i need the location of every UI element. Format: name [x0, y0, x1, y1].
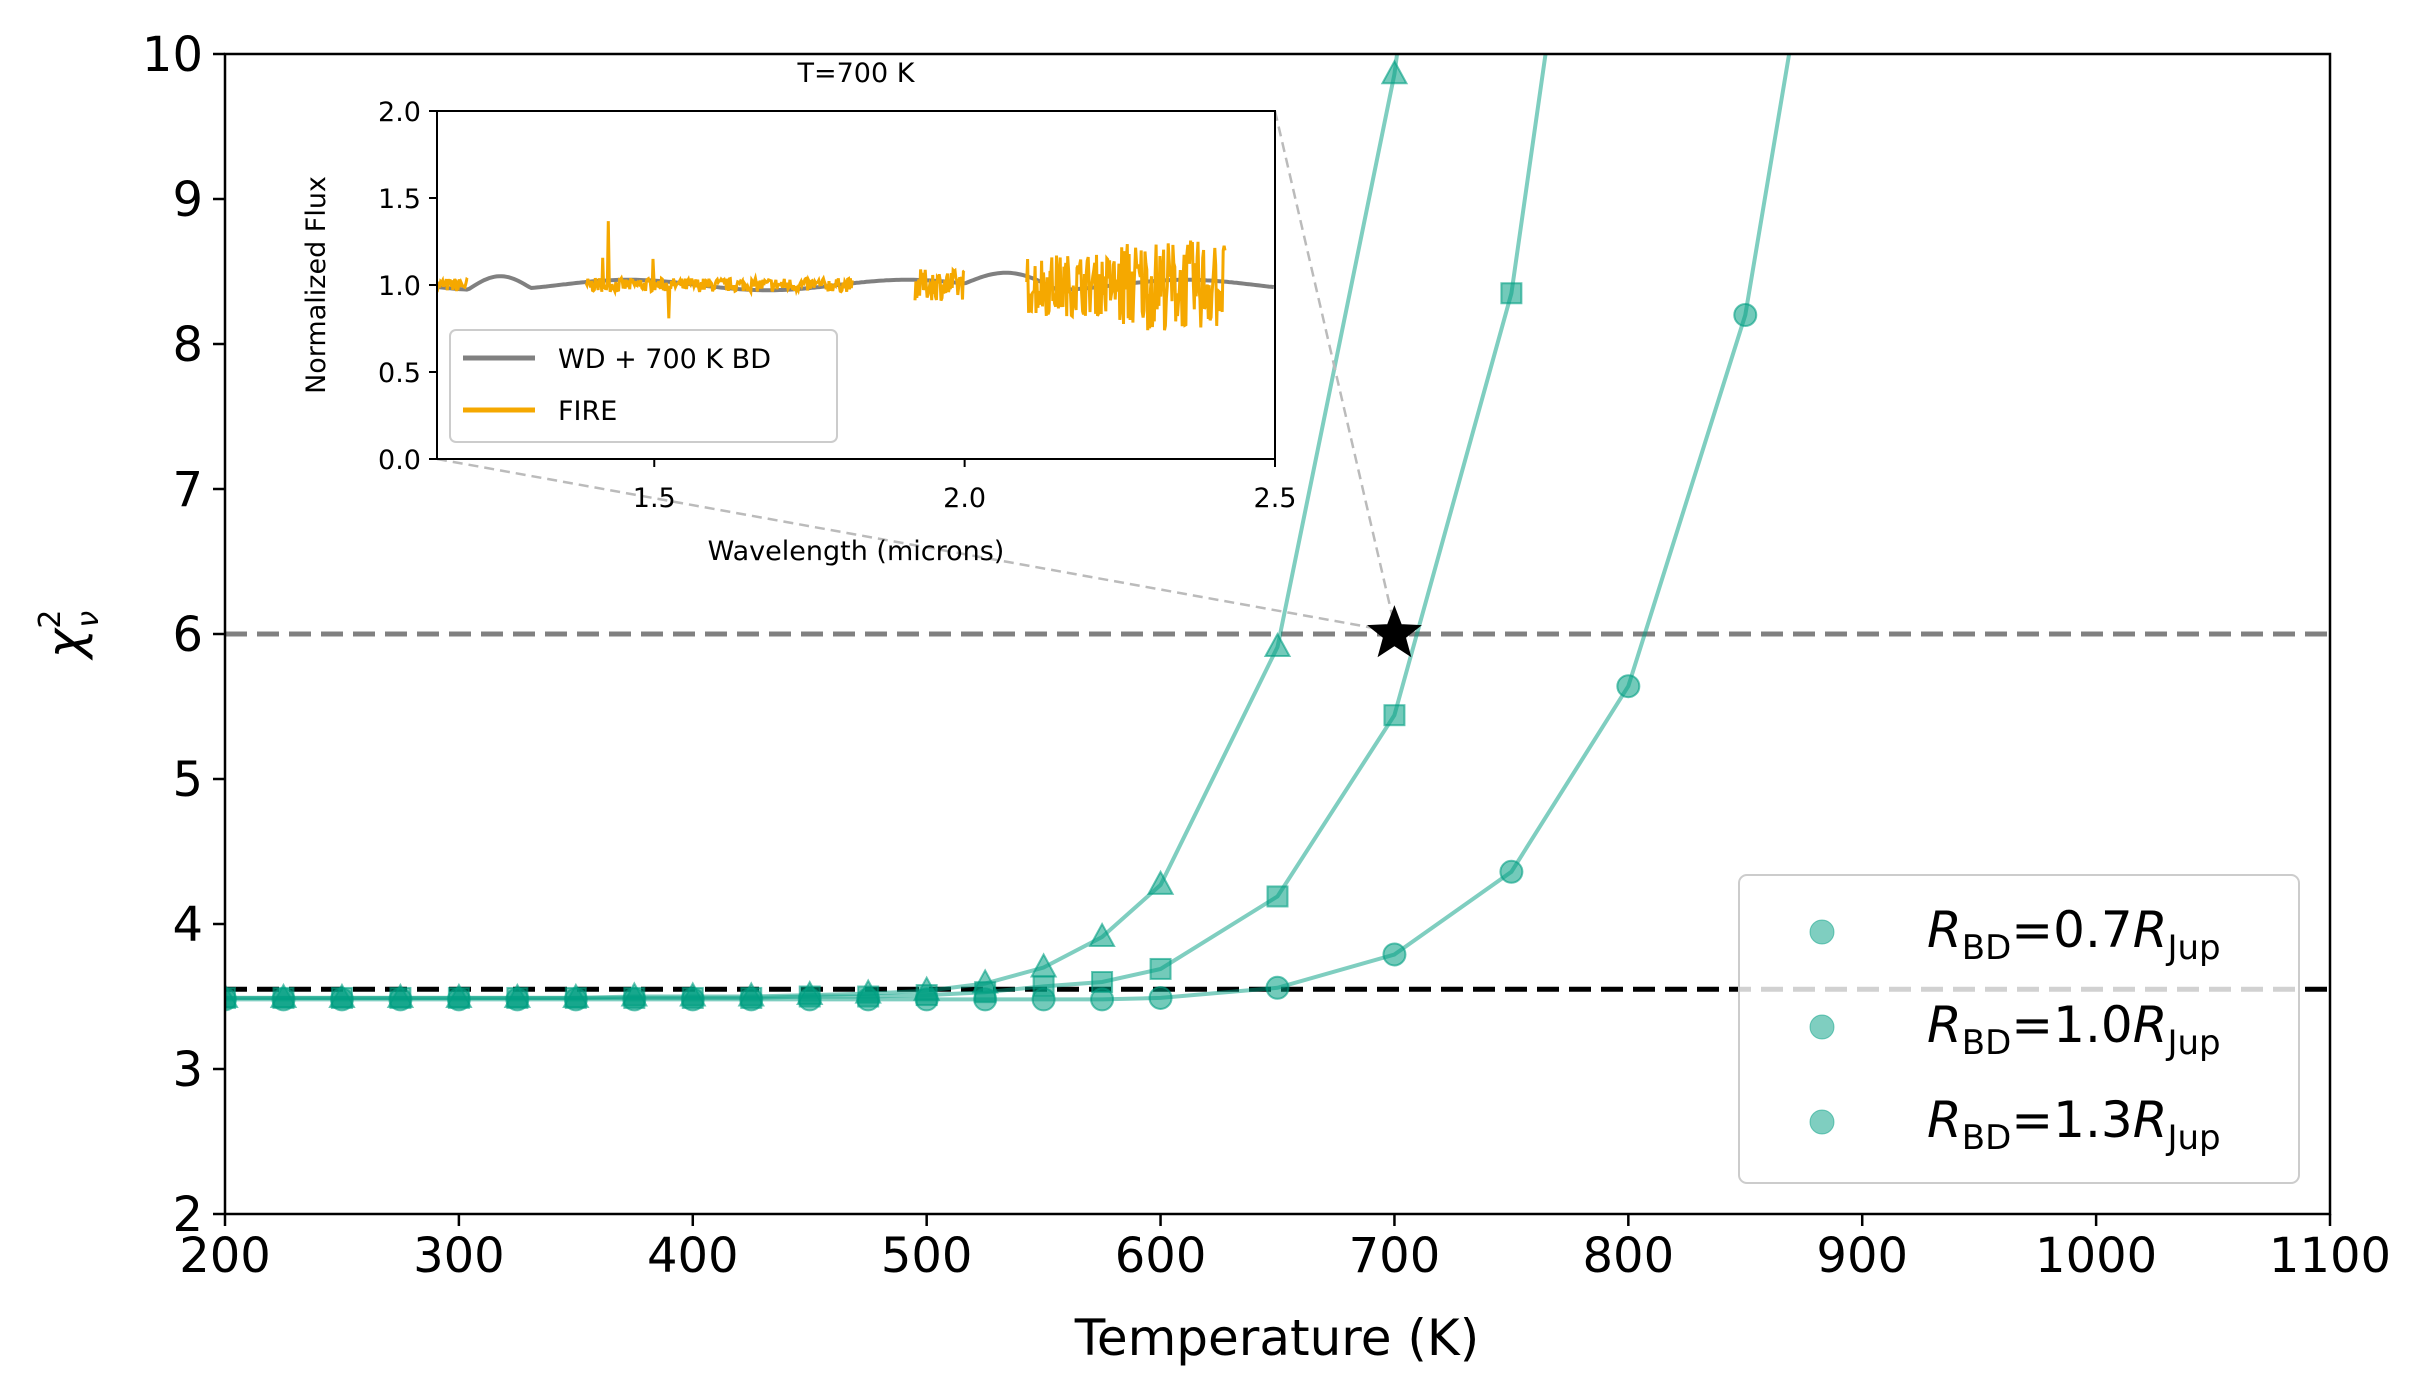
legend-marker-1.0	[1809, 1014, 1835, 1040]
legend-item-1.3: RBD=1.3RJup	[1809, 1091, 2221, 1158]
data-point	[1616, 674, 1641, 699]
main-plot-area: 200 300 400 500 600 700 800 900 1000 1100 2 3 4 5 6 7 8 9…	[33, 27, 2391, 1367]
x-tick-label: 1000	[2035, 1228, 2157, 1284]
data-point	[680, 987, 705, 1012]
inset-y-tick-label: 0.0	[378, 445, 421, 476]
x-tick-label: 700	[1349, 1228, 1441, 1284]
data-point	[225, 987, 237, 1012]
x-tick-label: 500	[881, 1228, 973, 1284]
inset-y-axis-label: Normalized Flux	[301, 176, 332, 394]
inset-y-tick-label: 1.0	[378, 271, 421, 302]
data-point	[622, 987, 647, 1012]
inset-fire-spectrum-segment-0	[437, 275, 469, 293]
inset-spectra	[437, 221, 1275, 331]
data-point	[563, 987, 588, 1012]
inset-x-tick-label: 2.5	[1254, 483, 1297, 514]
data-point	[271, 987, 296, 1012]
data-point	[388, 987, 413, 1012]
x-tick-label: 400	[647, 1228, 739, 1284]
y-tick-label: 8	[172, 317, 203, 373]
x-tick-label: 900	[1816, 1228, 1908, 1284]
inset-fire-spectrum-segment-2	[913, 266, 966, 302]
data-point	[1499, 859, 1524, 884]
y-tick-label: 3	[172, 1042, 203, 1098]
data-point	[1149, 957, 1172, 980]
inset-x-axis-label: Wavelength (microns)	[708, 536, 1005, 567]
x-tick-label: 1100	[2269, 1228, 2391, 1284]
y-tick-label: 10	[142, 27, 203, 83]
data-point	[739, 987, 764, 1012]
legend: RBD=0.7RJup RBD=1.0RJup RBD=1.3RJup	[1738, 874, 2300, 1184]
x-tick-label: 200	[179, 1228, 271, 1284]
star-marker	[1367, 605, 1422, 658]
inset-axes-frame	[436, 110, 1276, 460]
data-point	[797, 987, 822, 1012]
main-axes-frame	[223, 52, 2332, 1216]
inset-plot: 1.5 2.0 2.5 0.0 0.5 1.0 1.5 2.0 T=700 K Wavelen…	[301, 58, 1296, 567]
x-axis-label: Temperature (K)	[1074, 1309, 1479, 1367]
inset-axis-ticks: 1.5 2.0 2.5 0.0 0.5 1.0 1.5 2.0	[378, 97, 1296, 514]
inset-fire-spectrum-segment-3	[1025, 240, 1227, 331]
data-point	[1733, 303, 1758, 327]
legend-label-1.0: RBD=1.0RJup	[1927, 996, 2221, 1063]
inset-legend-label-wd: WD + 700 K BD	[558, 344, 771, 375]
data-point	[1266, 885, 1289, 908]
y-tick-label: 9	[172, 172, 203, 228]
y-tick-label: 5	[172, 752, 203, 808]
data-point	[1146, 869, 1175, 895]
data-point	[1380, 59, 1409, 85]
y-tick-label: 2	[172, 1187, 203, 1243]
data-point	[446, 987, 471, 1012]
inset-connector-top	[1273, 110, 1398, 633]
y-axis-label: χ2 ν	[33, 610, 106, 662]
y-tick-label: 6	[172, 607, 203, 663]
inset-x-tick-label: 1.5	[633, 483, 676, 514]
highlight-star-marker	[1367, 605, 1422, 658]
legend-label-1.3: RBD=1.3RJup	[1927, 1091, 2221, 1158]
inset-y-tick-label: 2.0	[378, 97, 421, 128]
data-point	[1382, 942, 1407, 967]
legend-label-0.7: RBD=0.7RJup	[1927, 901, 2221, 968]
data-point	[1263, 631, 1292, 658]
data-point	[1031, 987, 1056, 1012]
data-point	[329, 987, 354, 1012]
legend-box	[1738, 874, 2300, 1184]
data-point	[973, 987, 998, 1012]
data-series	[225, 54, 1792, 1012]
data-point	[1383, 704, 1406, 727]
legend-marker-0.7	[1809, 919, 1835, 945]
inset-x-tick-label: 2.0	[943, 483, 986, 514]
inset-connector-bottom	[436, 457, 1397, 634]
data-point	[1029, 952, 1058, 978]
inset-legend: WD + 700 K BD FIRE	[449, 329, 838, 443]
data-point	[1088, 921, 1116, 948]
legend-marker-1.3	[1809, 1109, 1835, 1135]
x-tick-label: 600	[1115, 1228, 1207, 1284]
y-tick-label: 7	[172, 462, 203, 518]
x-tick-label: 800	[1583, 1228, 1675, 1284]
inset-legend-label-fire: FIRE	[558, 396, 617, 427]
inset-connector-lines	[436, 110, 1398, 634]
data-point	[1090, 987, 1115, 1012]
data-point	[1500, 282, 1523, 305]
data-point	[914, 987, 939, 1012]
data-point	[1265, 975, 1290, 1000]
inset-legend-box	[449, 329, 838, 443]
main-axis-ticks: 200 300 400 500 600 700 800 900 1000 1100 2 3 4 5 6 7 8 9…	[142, 27, 2391, 1284]
data-point	[1148, 985, 1173, 1010]
inset-title: T=700 K	[797, 58, 916, 89]
data-point	[856, 987, 881, 1012]
inset-y-tick-label: 1.5	[378, 184, 421, 215]
x-tick-label: 300	[413, 1228, 505, 1284]
y-tick-label: 4	[172, 897, 203, 953]
data-point	[505, 987, 530, 1012]
legend-item-1.0: RBD=1.0RJup	[1809, 996, 2221, 1063]
legend-item-0.7: RBD=0.7RJup	[1809, 901, 2221, 968]
inset-y-tick-label: 0.5	[378, 358, 421, 389]
inset-fire-spectrum-segment-1	[584, 221, 854, 319]
